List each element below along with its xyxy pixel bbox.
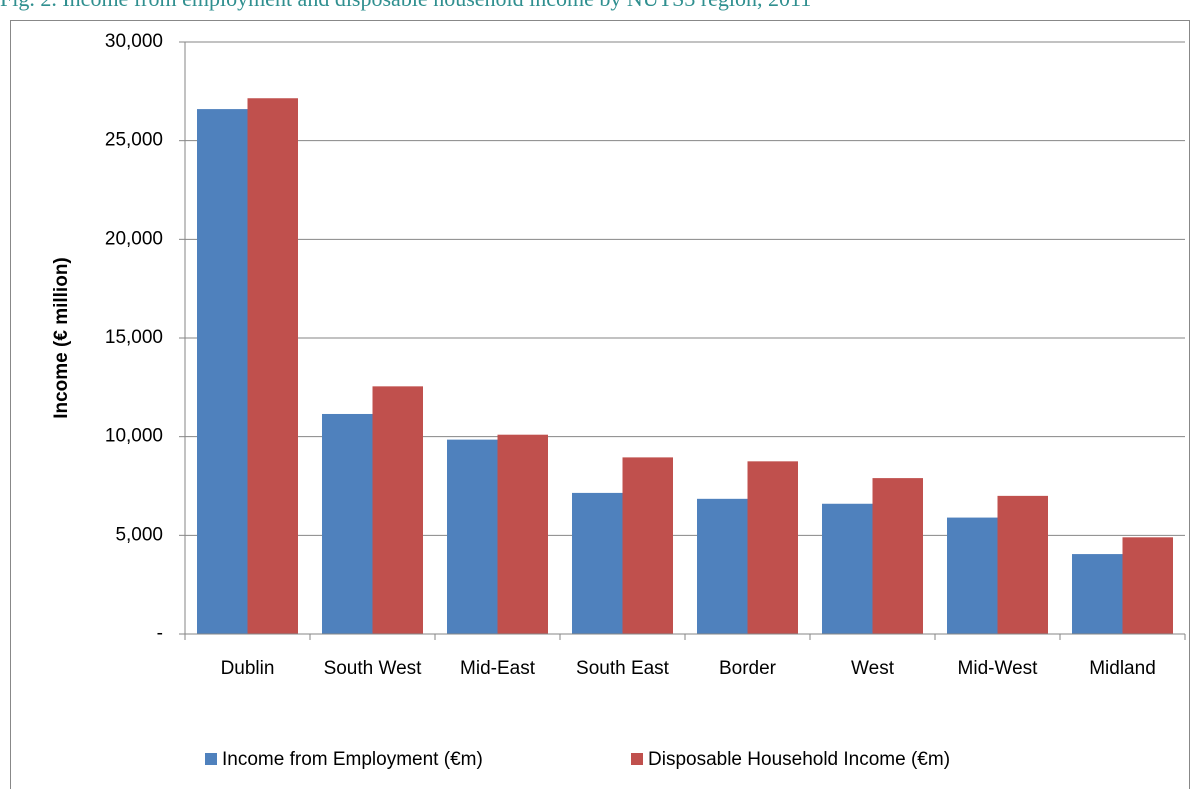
legend-swatch	[205, 753, 217, 765]
bar	[947, 517, 998, 634]
chart-border	[10, 20, 1190, 789]
x-tick-label: South East	[576, 658, 669, 679]
bar	[747, 461, 798, 634]
legend-label: Income from Employment (€m)	[222, 749, 483, 770]
bar	[872, 478, 923, 634]
y-tick-label: 30,000	[105, 31, 163, 52]
bar	[197, 109, 248, 635]
bar	[497, 434, 548, 634]
y-tick-label: 5,000	[115, 524, 163, 545]
bar	[572, 492, 623, 634]
bar	[1122, 537, 1173, 634]
legend-label: Disposable Household Income (€m)	[648, 749, 950, 770]
bar	[447, 439, 498, 634]
y-tick-label: 25,000	[105, 130, 163, 151]
bar	[822, 503, 873, 634]
bar	[697, 498, 748, 634]
y-tick-label: 15,000	[105, 327, 163, 348]
y-tick-label: 20,000	[105, 228, 163, 249]
x-tick-label: Dublin	[220, 658, 275, 679]
chart-title: Fig. 2. Income from employment and dispo…	[0, 0, 811, 12]
bar	[997, 495, 1048, 634]
x-tick-label: Midland	[1089, 658, 1156, 679]
bar	[322, 413, 373, 634]
x-tick-label: South West	[323, 658, 422, 679]
y-axis-title: Income (€ million)	[51, 257, 72, 419]
bar	[247, 98, 298, 635]
x-tick-label: Mid-East	[460, 658, 535, 679]
x-tick-label: West	[851, 658, 894, 679]
y-tick-label: -	[157, 623, 163, 644]
y-tick-label: 10,000	[105, 426, 163, 447]
bar	[622, 457, 673, 634]
bar	[1072, 554, 1123, 634]
x-tick-label: Border	[718, 658, 777, 679]
legend-swatch	[631, 753, 643, 765]
x-tick-label: Mid-West	[957, 658, 1038, 679]
bar	[372, 386, 423, 634]
